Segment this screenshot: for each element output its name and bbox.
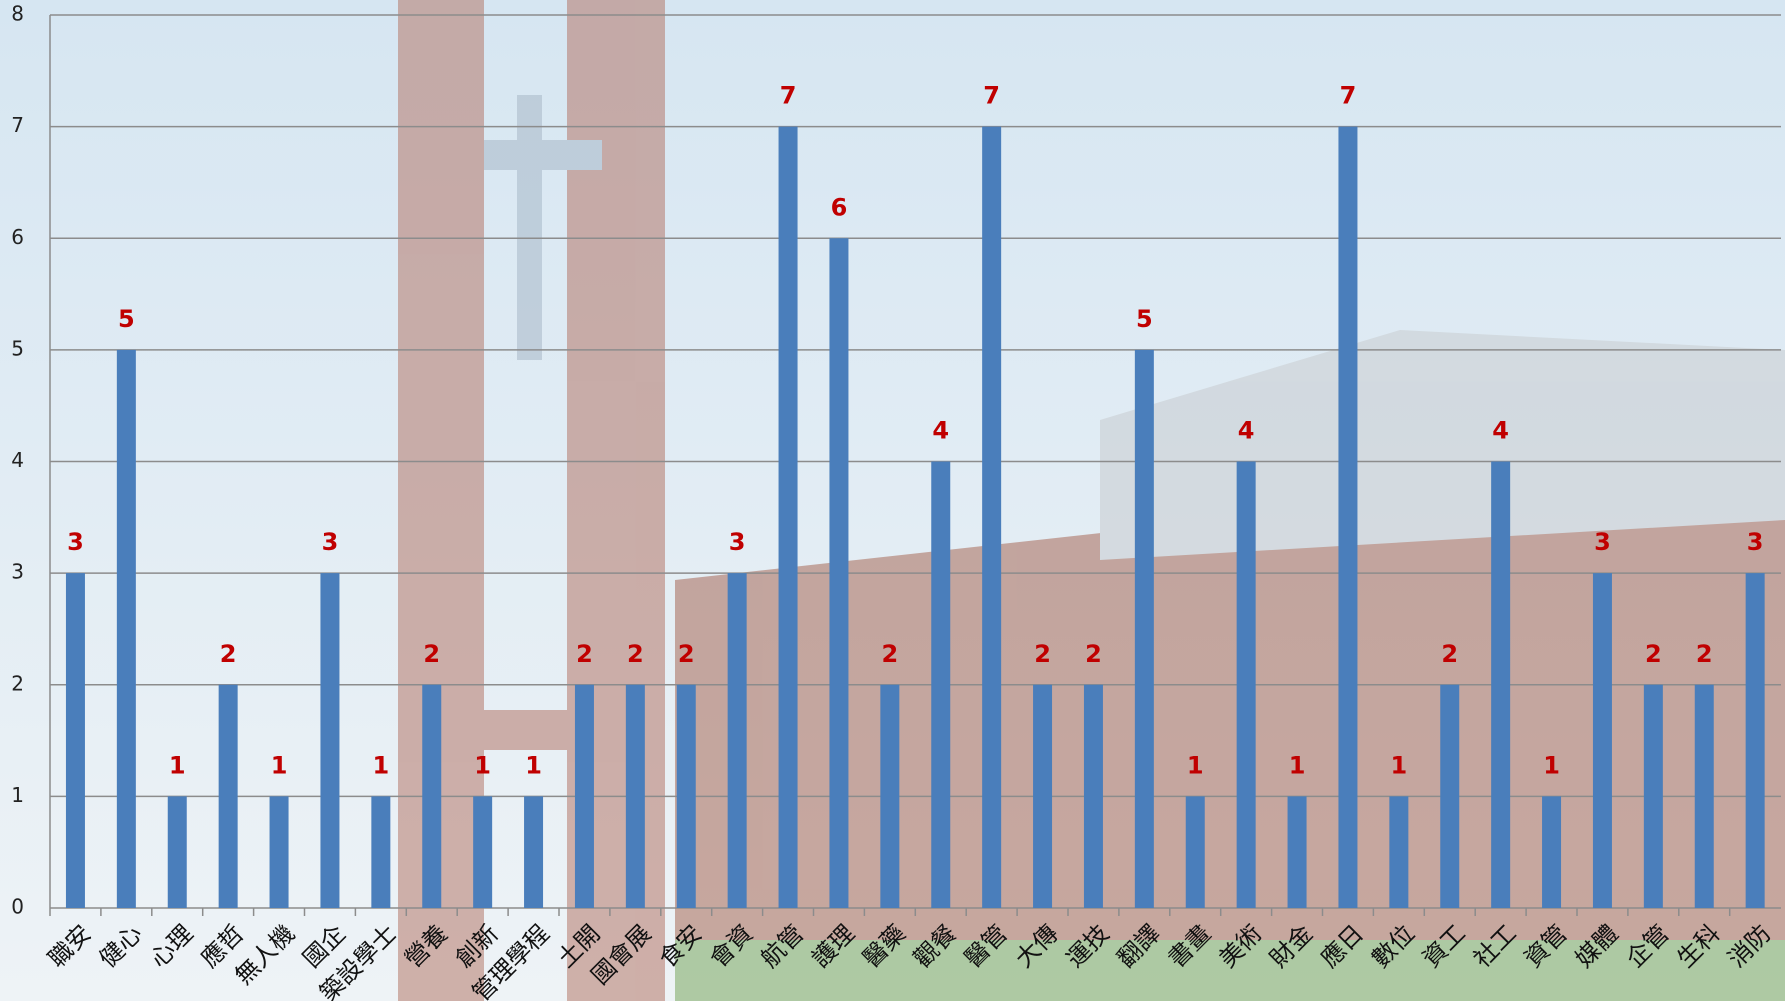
bar <box>167 796 187 908</box>
value-label: 5 <box>1136 305 1153 333</box>
y-tick-label: 1 <box>11 783 24 807</box>
value-label: 2 <box>1441 640 1458 668</box>
bar <box>1033 684 1053 908</box>
y-tick-label: 0 <box>11 895 24 919</box>
bar <box>1542 796 1562 908</box>
bar <box>473 796 493 908</box>
value-label: 2 <box>1645 640 1662 668</box>
bar <box>625 684 645 908</box>
bar <box>931 461 951 908</box>
value-label: 2 <box>220 640 237 668</box>
value-label: 3 <box>1747 528 1764 556</box>
bar <box>1491 461 1511 908</box>
value-label: 1 <box>271 751 288 779</box>
bar <box>1185 796 1205 908</box>
y-tick-label: 7 <box>11 113 24 137</box>
value-label: 1 <box>1543 751 1560 779</box>
bar <box>371 796 391 908</box>
value-label: 1 <box>169 751 186 779</box>
bar <box>574 684 594 908</box>
bar <box>422 684 442 908</box>
y-tick-label: 2 <box>11 671 24 695</box>
value-label: 3 <box>67 528 84 556</box>
y-tick-label: 4 <box>11 448 24 472</box>
y-tick-label: 6 <box>11 225 24 249</box>
bar <box>727 573 747 908</box>
value-label: 2 <box>678 640 695 668</box>
bar <box>1287 796 1307 908</box>
value-label: 1 <box>1390 751 1407 779</box>
value-label: 2 <box>423 640 440 668</box>
bar <box>1592 573 1612 908</box>
value-label: 1 <box>525 751 542 779</box>
bar <box>1694 684 1714 908</box>
value-label: 7 <box>1340 82 1357 110</box>
value-label: 4 <box>1492 417 1509 445</box>
value-label: 2 <box>1696 640 1713 668</box>
value-label: 3 <box>729 528 746 556</box>
bar <box>524 796 544 908</box>
bar <box>65 573 85 908</box>
value-label: 3 <box>1594 528 1611 556</box>
bar <box>1643 684 1663 908</box>
value-label: 5 <box>118 305 135 333</box>
bar <box>1134 349 1154 908</box>
value-label: 1 <box>1187 751 1204 779</box>
value-label: 6 <box>831 193 848 221</box>
bar <box>320 573 340 908</box>
value-label: 7 <box>780 82 797 110</box>
bar <box>269 796 289 908</box>
value-label: 2 <box>881 640 898 668</box>
bar <box>1440 684 1460 908</box>
bar <box>1083 684 1103 908</box>
value-label: 7 <box>983 82 1000 110</box>
bar <box>1338 126 1358 908</box>
bar <box>982 126 1002 908</box>
value-label: 2 <box>627 640 644 668</box>
bar <box>1236 461 1256 908</box>
bar <box>218 684 238 908</box>
value-label: 1 <box>372 751 389 779</box>
bar <box>1389 796 1409 908</box>
bar <box>829 238 849 908</box>
value-label: 3 <box>322 528 339 556</box>
value-label: 4 <box>932 417 949 445</box>
bar <box>116 349 136 908</box>
bar <box>676 684 696 908</box>
y-tick-label: 5 <box>11 336 24 360</box>
value-label: 1 <box>1289 751 1306 779</box>
y-tick-label: 8 <box>11 2 24 26</box>
bar <box>880 684 900 908</box>
bar <box>778 126 798 908</box>
value-label: 2 <box>1034 640 1051 668</box>
y-tick-label: 3 <box>11 560 24 584</box>
value-label: 1 <box>474 751 491 779</box>
value-label: 4 <box>1238 417 1255 445</box>
value-label: 2 <box>1085 640 1102 668</box>
bar <box>1745 573 1765 908</box>
value-label: 2 <box>576 640 593 668</box>
